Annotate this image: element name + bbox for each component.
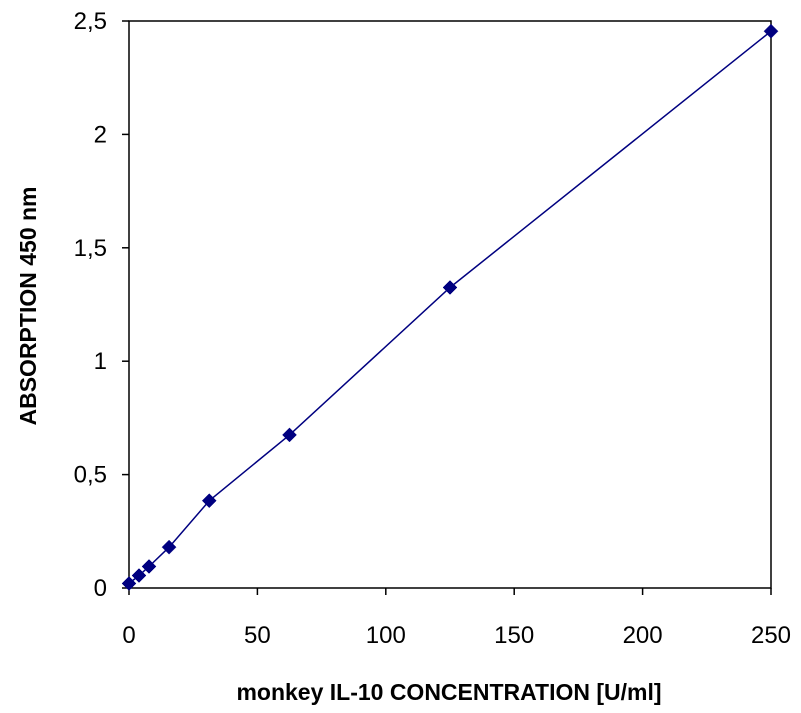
x-tick-label: 200 bbox=[623, 622, 663, 649]
series-layer bbox=[121, 23, 779, 591]
axes: 0 0,5 1 1,5 2 2,5 0 50 100 150 200 250 bbox=[74, 8, 791, 649]
plot-frame bbox=[128, 20, 772, 589]
x-tick-label: 100 bbox=[366, 622, 406, 649]
y-tick-label: 0,5 bbox=[74, 462, 107, 489]
x-axis-title: monkey IL-10 CONCENTRATION [U/ml] bbox=[236, 679, 661, 705]
x-tick-label: 50 bbox=[244, 622, 271, 649]
y-axis-title: ABSORPTION 450 nm bbox=[15, 187, 41, 426]
x-tick-label: 150 bbox=[494, 622, 534, 649]
data-point-diamond bbox=[131, 568, 147, 583]
y-tick-label: 1,5 bbox=[74, 235, 107, 262]
x-tick-label: 0 bbox=[122, 622, 135, 649]
series-line bbox=[128, 30, 772, 585]
data-point-diamond bbox=[442, 280, 458, 295]
data-point-diamond bbox=[121, 576, 137, 591]
y-tick-label: 0 bbox=[94, 575, 107, 602]
data-point-diamond bbox=[201, 493, 217, 509]
data-point-diamond bbox=[161, 539, 177, 555]
data-point-diamond bbox=[141, 559, 157, 574]
data-point-diamond bbox=[282, 427, 297, 443]
x-tick-label: 250 bbox=[751, 622, 791, 649]
y-tick-label: 2,5 bbox=[74, 8, 107, 35]
data-point-diamond bbox=[763, 23, 779, 39]
y-tick-label: 2 bbox=[94, 121, 107, 148]
y-tick-label: 1 bbox=[94, 348, 107, 375]
